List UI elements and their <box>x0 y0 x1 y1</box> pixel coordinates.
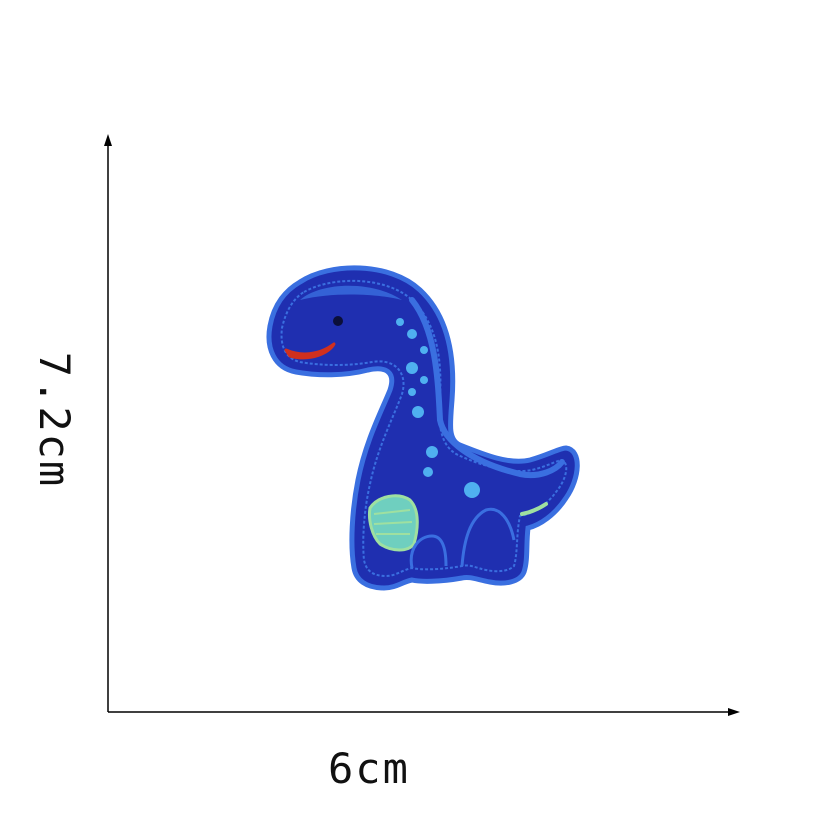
leg-lines <box>409 507 516 569</box>
horizontal-axis-arrow-icon <box>728 708 740 716</box>
vertical-axis-arrow-icon <box>104 134 112 146</box>
eye-icon <box>333 316 343 326</box>
width-dimension-label: 6cm <box>328 744 410 793</box>
patch-inner-stitch <box>280 279 568 578</box>
head-highlight <box>300 285 402 300</box>
tail-accent <box>520 502 548 516</box>
spots <box>396 318 480 498</box>
patch-border <box>266 265 580 591</box>
belly-stripes <box>373 509 413 535</box>
back-ridge <box>409 297 565 478</box>
height-dimension-label: 7.2cm <box>30 351 79 489</box>
mouth-icon <box>284 342 336 360</box>
